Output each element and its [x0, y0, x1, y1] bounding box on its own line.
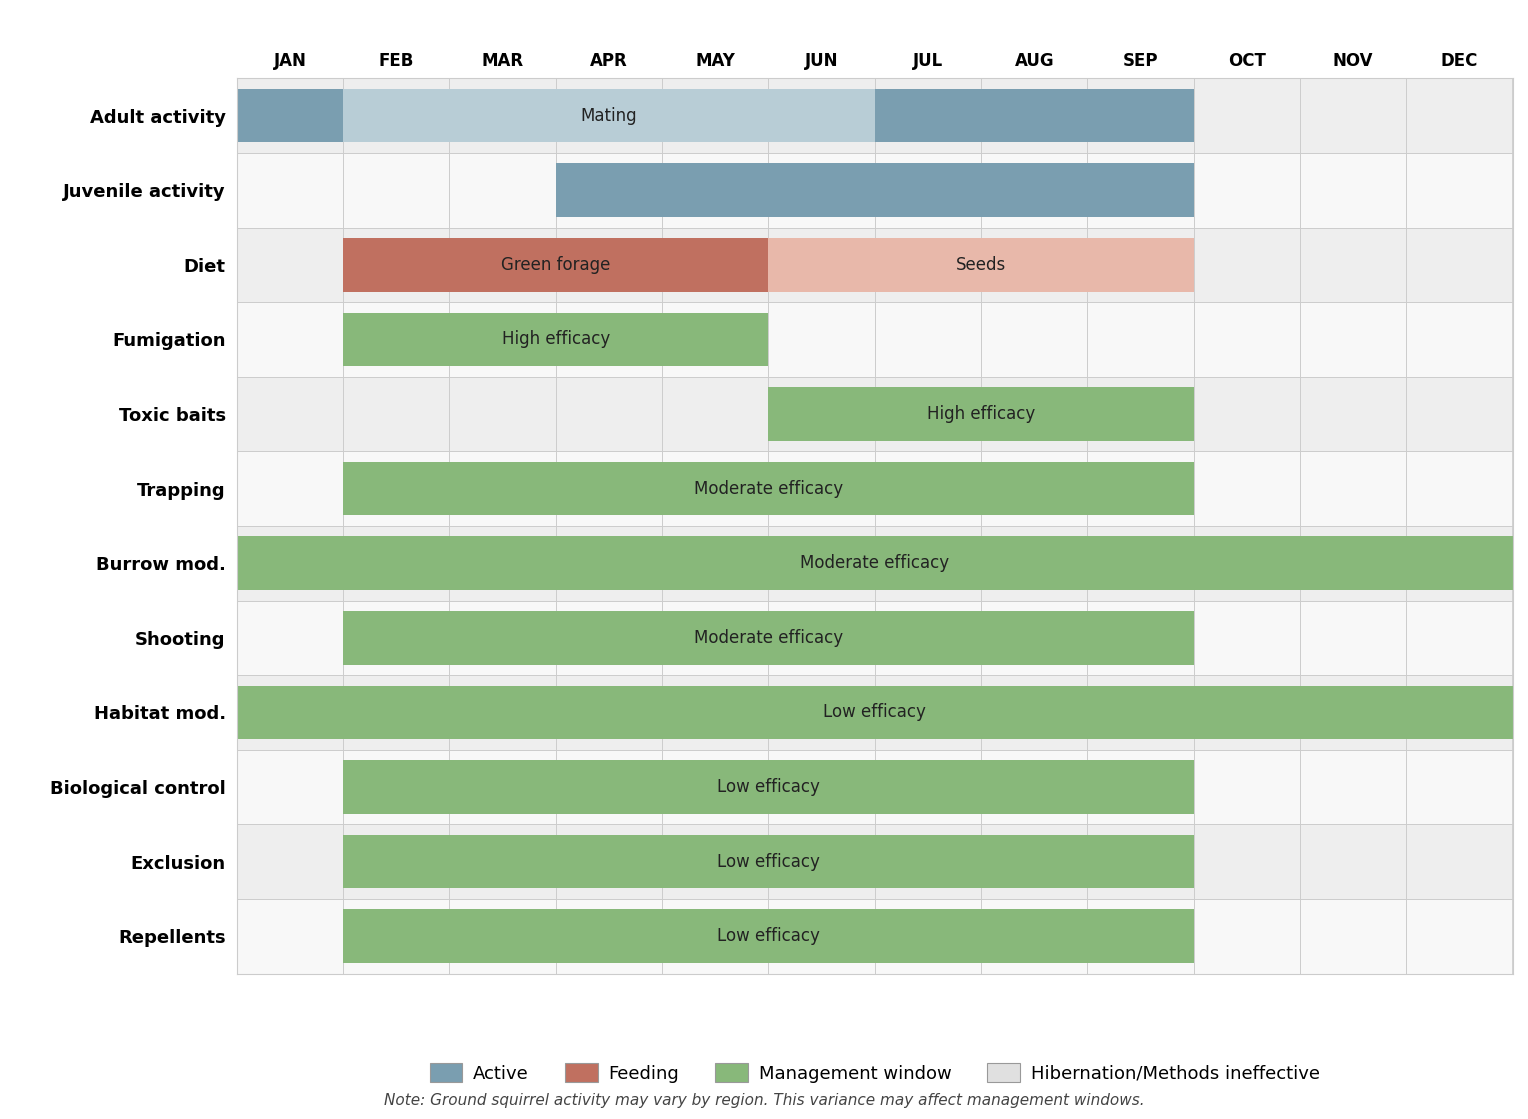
Bar: [344, 760, 1193, 814]
Bar: [237, 750, 1513, 825]
Bar: [237, 686, 1513, 740]
Bar: [876, 88, 1193, 142]
Bar: [237, 153, 1513, 227]
Bar: [344, 238, 769, 292]
Bar: [237, 675, 1513, 750]
Bar: [344, 312, 769, 366]
Text: Mating: Mating: [581, 106, 637, 124]
Bar: [344, 835, 1193, 888]
Bar: [237, 601, 1513, 675]
Legend: Active, Feeding, Management window, Hibernation/Methods ineffective: Active, Feeding, Management window, Hibe…: [423, 1056, 1326, 1090]
Bar: [344, 611, 1193, 665]
Text: Low efficacy: Low efficacy: [717, 853, 821, 871]
Text: Moderate efficacy: Moderate efficacy: [694, 629, 843, 647]
Bar: [237, 899, 1513, 974]
Bar: [769, 238, 1193, 292]
Text: Low efficacy: Low efficacy: [717, 928, 821, 946]
Bar: [556, 163, 1193, 217]
Bar: [344, 910, 1193, 963]
Bar: [237, 526, 1513, 601]
Text: Moderate efficacy: Moderate efficacy: [801, 554, 949, 572]
Text: Low efficacy: Low efficacy: [824, 704, 926, 722]
Bar: [237, 825, 1513, 899]
Text: High efficacy: High efficacy: [927, 405, 1036, 423]
Bar: [344, 462, 1193, 516]
Text: Moderate efficacy: Moderate efficacy: [694, 480, 843, 498]
Bar: [237, 227, 1513, 302]
Bar: [237, 302, 1513, 377]
Text: Seeds: Seeds: [957, 256, 1007, 274]
Text: Note: Ground squirrel activity may vary by region. This variance may affect mana: Note: Ground squirrel activity may vary …: [384, 1093, 1144, 1108]
Bar: [237, 377, 1513, 451]
Text: High efficacy: High efficacy: [501, 330, 610, 348]
Text: Low efficacy: Low efficacy: [717, 778, 821, 796]
Bar: [344, 88, 874, 142]
Text: Green forage: Green forage: [501, 256, 611, 274]
Bar: [237, 536, 1513, 590]
Bar: [237, 78, 1513, 153]
Bar: [237, 88, 344, 142]
Bar: [769, 387, 1193, 441]
Bar: [237, 451, 1513, 526]
